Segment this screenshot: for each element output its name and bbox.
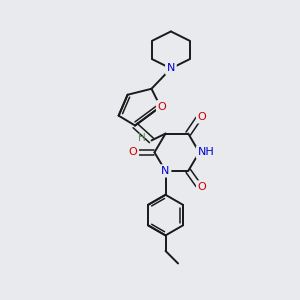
Text: N: N — [167, 64, 175, 74]
Text: N: N — [161, 166, 170, 176]
Text: H: H — [138, 133, 146, 143]
Text: O: O — [198, 112, 206, 122]
Text: O: O — [198, 182, 206, 192]
Text: NH: NH — [197, 147, 214, 158]
Text: O: O — [129, 147, 137, 158]
Text: O: O — [158, 102, 166, 112]
